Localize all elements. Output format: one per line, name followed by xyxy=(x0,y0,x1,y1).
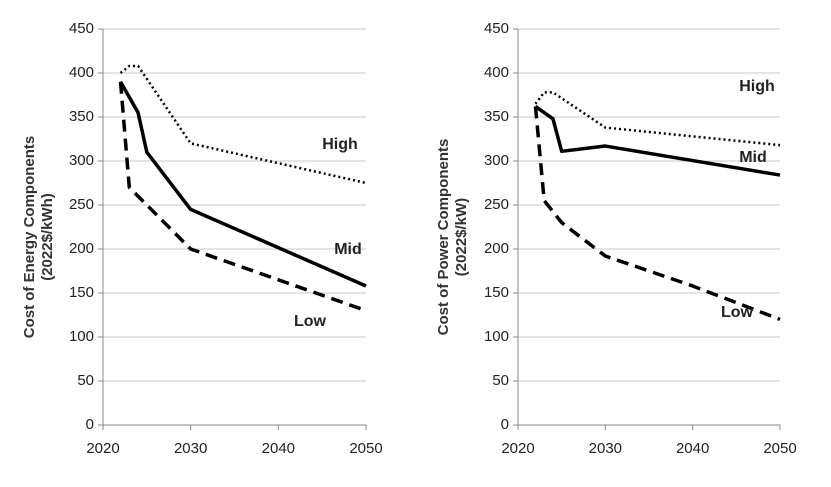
series-line xyxy=(119,64,367,185)
series-line xyxy=(533,106,781,322)
y-tick-label: 450 xyxy=(69,20,94,37)
y-tick-label: 400 xyxy=(69,64,94,81)
y-tick-label: 450 xyxy=(484,20,509,37)
series-line xyxy=(534,105,781,177)
y-tick-label: 350 xyxy=(484,108,509,125)
x-tick-label: 2050 xyxy=(349,440,382,457)
y-tick-label: 0 xyxy=(86,416,94,433)
y-tick-label: 350 xyxy=(69,108,94,125)
series-label: Low xyxy=(721,304,754,321)
x-tick-label: 2030 xyxy=(589,440,622,457)
y-axis-label: (2022$/kW) xyxy=(453,198,470,276)
y-tick-label: 200 xyxy=(484,240,509,257)
y-tick-label: 300 xyxy=(69,152,94,169)
y-axis-label: Cost of Power Components xyxy=(435,139,452,336)
y-tick-label: 250 xyxy=(484,196,509,213)
y-tick-label: 250 xyxy=(69,196,94,213)
y-tick-label: 50 xyxy=(77,372,94,389)
y-tick-label: 300 xyxy=(484,152,509,169)
y-tick-label: 150 xyxy=(69,284,94,301)
y-tick-label: 200 xyxy=(69,240,94,257)
x-tick-label: 2050 xyxy=(763,440,796,457)
x-tick-label: 2040 xyxy=(676,440,709,457)
y-axis-label: (2022$/kWh) xyxy=(39,193,56,281)
series-label: Low xyxy=(294,313,327,330)
series-label: Mid xyxy=(739,149,767,166)
series-line xyxy=(118,81,367,313)
x-tick-label: 2030 xyxy=(174,440,207,457)
y-tick-label: 0 xyxy=(501,416,509,433)
series-label: Mid xyxy=(334,241,362,258)
y-tick-label: 100 xyxy=(69,328,94,345)
y-tick-label: 150 xyxy=(484,284,509,301)
x-tick-label: 2020 xyxy=(501,440,534,457)
y-tick-label: 400 xyxy=(484,64,509,81)
y-tick-label: 50 xyxy=(492,372,509,389)
y-axis-label: Cost of Energy Components xyxy=(21,136,38,339)
x-tick-label: 2020 xyxy=(86,440,119,457)
series-label: High xyxy=(739,78,775,95)
x-tick-label: 2040 xyxy=(262,440,295,457)
series-line xyxy=(534,91,781,147)
y-tick-label: 100 xyxy=(484,328,509,345)
series-line xyxy=(119,80,367,288)
series-label: High xyxy=(322,136,358,153)
